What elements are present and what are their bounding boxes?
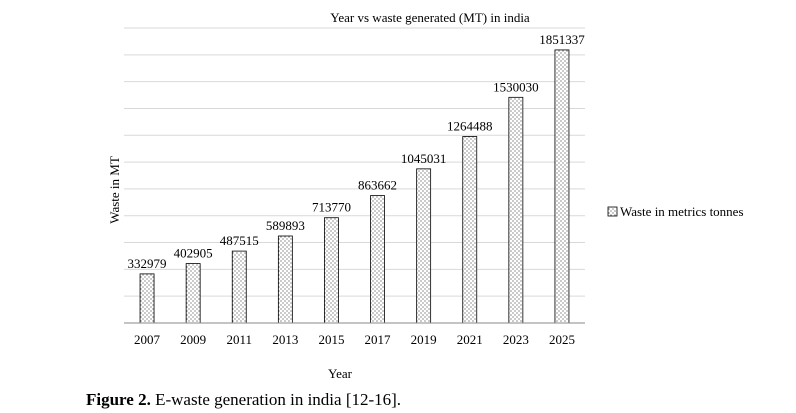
y-axis-label: Waste in MT [107,156,122,224]
value-label-2013: 589893 [266,218,305,233]
figure-caption: Figure 2. E-waste generation in india [1… [86,390,401,410]
bar-2007 [139,273,155,324]
value-label-2017: 863662 [358,178,397,193]
bar-chart: Year vs waste generated (MT) in india 33… [107,10,744,381]
value-label-2019: 1045031 [401,151,447,166]
bar-2017 [370,195,385,324]
x-tick-label-2025: 2025 [549,332,575,347]
x-axis-label: Year [328,366,353,381]
legend-label: Waste in metrics tonnes [620,204,744,219]
bar-2023 [508,96,524,324]
bar-2009 [185,263,201,324]
value-label-2007: 332979 [128,256,167,271]
value-label-2021: 1264488 [447,118,493,133]
x-tick-label-2023: 2023 [503,332,529,347]
bar-2015 [324,217,339,324]
bar-2025 [554,49,570,324]
x-tick-label-2013: 2013 [272,332,298,347]
x-tick-label-2007: 2007 [134,332,161,347]
legend-swatch [607,206,618,217]
x-tick-label-2015: 2015 [318,332,344,347]
legend: Waste in metrics tonnes [607,204,744,219]
figure-caption-text: E-waste generation in india [12-16]. [150,390,402,409]
gridlines [124,27,585,297]
x-tick-label-2021: 2021 [457,332,483,347]
x-tick-labels: 2007 2009 2011 2013 2015 2017 2019 2021 2023 2025 [134,332,575,347]
value-labels: 332979 402905 487515 589893 713770 863662 1045… [128,32,586,271]
bar-2011 [231,250,247,324]
chart-title: Year vs waste generated (MT) in india [330,10,530,25]
bar-2019 [416,168,432,324]
x-tick-label-2009: 2009 [180,332,206,347]
x-tick-label-2011: 2011 [226,332,252,347]
value-label-2015: 713770 [312,200,351,215]
bar-2021 [462,136,478,324]
value-label-2025: 1851337 [539,32,585,47]
figure-caption-label: Figure 2. [86,390,151,409]
bar-2013 [277,235,293,324]
x-tick-label-2019: 2019 [411,332,437,347]
value-label-2009: 402905 [174,246,213,261]
x-tick-label-2017: 2017 [365,332,392,347]
value-label-2011: 487515 [220,233,259,248]
value-label-2023: 1530030 [493,79,539,94]
